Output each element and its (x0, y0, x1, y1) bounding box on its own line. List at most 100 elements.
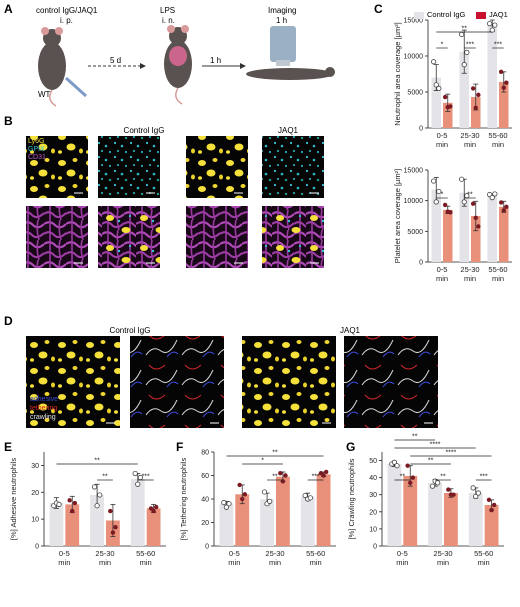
data-point (237, 482, 242, 488)
bar (499, 206, 509, 262)
data-point (132, 470, 138, 477)
bar (471, 97, 481, 128)
data-point (323, 469, 329, 475)
data-point (498, 69, 504, 75)
data-point (108, 508, 113, 514)
y-axis-label: [%] Crawling neutrophils (347, 458, 356, 539)
panel-label-d: D (4, 314, 13, 328)
y-tick-label: 20 (369, 509, 377, 516)
y-tick-label: 20 (31, 490, 39, 497)
x-tick-label: 55-60 (306, 549, 325, 558)
x-tick-label: 25-30 (460, 265, 479, 274)
data-point (475, 490, 481, 496)
data-point (442, 94, 448, 100)
b-jaq1-header: JAQ1 (277, 126, 298, 135)
bar (499, 81, 509, 128)
data-point (431, 178, 437, 184)
bar (146, 508, 161, 546)
legend-adhesive: adhesive (30, 396, 59, 403)
bar (276, 476, 290, 546)
significance-label: * (261, 458, 264, 465)
mouse-lying (246, 68, 334, 80)
bar (428, 482, 442, 546)
data-point (492, 22, 498, 28)
bar (487, 25, 497, 128)
significance-label: ** (462, 26, 468, 33)
x-tick-label: 0-5 (229, 549, 240, 558)
mouse-tail (49, 89, 57, 107)
y-axis-label: [%] Adhesive neutrophils (9, 458, 18, 540)
data-point (307, 495, 313, 501)
x-tick-label: min (58, 558, 70, 567)
micrograph-control-tracks (130, 336, 224, 428)
y-tick-label: 30 (369, 492, 377, 499)
bar (471, 216, 481, 262)
legend-jaq1-label: JAQ1 (489, 10, 508, 19)
micrograph-control-ly6g (26, 136, 88, 198)
data-point (56, 501, 62, 507)
data-point (461, 199, 467, 205)
data-point (223, 504, 230, 510)
data-point (476, 92, 481, 98)
significance-label: ** (467, 192, 473, 199)
bar (487, 195, 497, 262)
data-point (451, 492, 456, 497)
interval-1h-label: 1 h (210, 56, 222, 65)
x-tick-label: min (310, 558, 322, 567)
data-point (492, 191, 498, 197)
y-tick-label: 10 (31, 517, 39, 524)
data-point (405, 463, 410, 468)
data-point (461, 62, 467, 68)
bar (484, 504, 499, 546)
y-tick-label: 40 (369, 475, 377, 482)
bar (49, 503, 64, 546)
data-point (498, 200, 504, 205)
y-tick-label: 15000 (404, 18, 424, 25)
x-tick-label: min (436, 140, 448, 149)
data-point (94, 503, 100, 509)
data-point (391, 459, 398, 465)
interval-5d-label: 5 d (110, 56, 122, 65)
micrograph-jaq1-gpix (262, 136, 324, 198)
data-point (491, 502, 497, 508)
x-tick-label: 25-30 (433, 549, 452, 558)
micrograph-jaq1-tracks (344, 336, 438, 428)
data-point (433, 199, 439, 205)
y-tick-label: 40 (201, 497, 209, 504)
data-point (302, 492, 308, 499)
data-point (473, 215, 478, 221)
route-in-label: i. n. (162, 16, 175, 25)
micrograph-control-cd31 (26, 206, 88, 268)
panel-label-e: E (4, 440, 13, 454)
significance-label: **** (445, 450, 456, 457)
d-control-header: Control IgG (109, 326, 151, 335)
mouse-tail (175, 87, 183, 105)
bar (235, 494, 250, 546)
y-tick-label: 20 (201, 520, 209, 527)
micrograph-control-merge (98, 206, 160, 268)
data-point (501, 85, 506, 90)
bar (65, 504, 80, 546)
data-point (459, 31, 465, 38)
bar (403, 475, 418, 546)
y-tick-label: 5000 (407, 90, 423, 97)
significance-label: ** (102, 474, 108, 481)
b-control-header: Control IgG (123, 126, 165, 135)
x-tick-label: min (140, 558, 152, 567)
data-point (486, 497, 492, 503)
bar (260, 499, 274, 546)
y-tick-label: 50 (369, 458, 377, 465)
data-point (226, 501, 232, 507)
y-tick-label: 0 (373, 544, 377, 551)
y-tick-label: 30 (31, 463, 39, 470)
significance-label: * (441, 192, 444, 199)
legend-control-label: Control IgG (427, 10, 466, 19)
syringe-icon (64, 76, 88, 98)
y-axis-label: Platelet area coverage [µm²] (393, 169, 402, 263)
data-point (470, 485, 476, 491)
panel-label-g: G (346, 440, 356, 454)
data-point (448, 210, 453, 215)
